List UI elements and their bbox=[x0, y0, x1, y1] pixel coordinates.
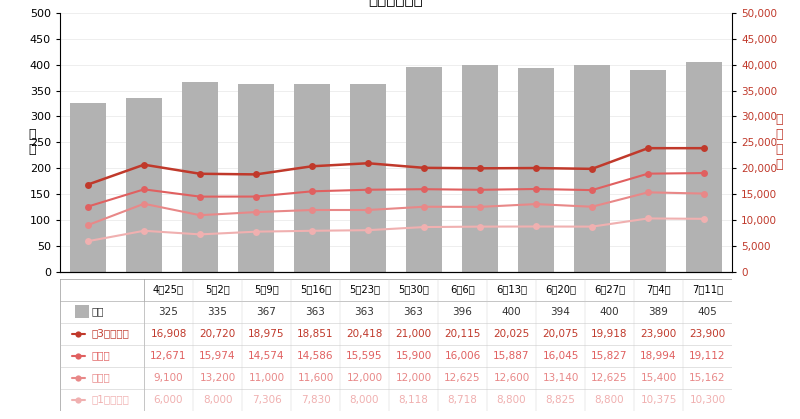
Y-axis label: 件
数: 件 数 bbox=[28, 129, 35, 156]
Text: 15,974: 15,974 bbox=[199, 351, 236, 361]
Text: 15,595: 15,595 bbox=[346, 351, 382, 361]
Text: 8,118: 8,118 bbox=[398, 395, 429, 405]
Text: 23,900: 23,900 bbox=[690, 328, 726, 339]
Text: 15,827: 15,827 bbox=[591, 351, 628, 361]
Bar bbox=[630, 70, 666, 272]
Text: 367: 367 bbox=[257, 307, 277, 317]
Text: 4月25日: 4月25日 bbox=[153, 285, 184, 295]
Text: 14,586: 14,586 bbox=[298, 351, 334, 361]
Bar bbox=[406, 67, 442, 272]
Bar bbox=[182, 82, 218, 272]
Bar bbox=[238, 84, 274, 272]
Text: 平均値: 平均値 bbox=[92, 351, 110, 361]
Text: 16,908: 16,908 bbox=[150, 328, 186, 339]
Text: 8,718: 8,718 bbox=[447, 395, 478, 405]
Text: 5月30日: 5月30日 bbox=[398, 285, 429, 295]
Text: 23,900: 23,900 bbox=[640, 328, 677, 339]
Text: 11,600: 11,600 bbox=[298, 372, 334, 383]
Text: 400: 400 bbox=[502, 307, 522, 317]
Bar bbox=[294, 84, 330, 272]
Text: 335: 335 bbox=[207, 307, 227, 317]
Text: 8,800: 8,800 bbox=[497, 395, 526, 405]
Text: 8,825: 8,825 bbox=[546, 395, 575, 405]
Text: 12,000: 12,000 bbox=[395, 372, 431, 383]
Bar bbox=[126, 98, 162, 272]
Text: 7月11日: 7月11日 bbox=[692, 285, 723, 295]
Text: 5月23日: 5月23日 bbox=[349, 285, 380, 295]
Bar bbox=[350, 84, 386, 272]
Text: 20,025: 20,025 bbox=[494, 328, 530, 339]
Text: 325: 325 bbox=[158, 307, 178, 317]
Text: 8,000: 8,000 bbox=[202, 395, 232, 405]
Title: スタンダード: スタンダード bbox=[369, 0, 423, 7]
Text: 10,375: 10,375 bbox=[640, 395, 677, 405]
Text: 12,625: 12,625 bbox=[444, 372, 481, 383]
Text: 400: 400 bbox=[600, 307, 619, 317]
Text: 20,075: 20,075 bbox=[542, 328, 578, 339]
Text: 16,006: 16,006 bbox=[444, 351, 481, 361]
Text: 13,140: 13,140 bbox=[542, 372, 578, 383]
Text: 9,100: 9,100 bbox=[154, 372, 183, 383]
Text: 7,830: 7,830 bbox=[301, 395, 330, 405]
Text: 394: 394 bbox=[550, 307, 570, 317]
Text: 363: 363 bbox=[403, 307, 423, 317]
Text: 件数: 件数 bbox=[92, 307, 105, 317]
Text: 20,115: 20,115 bbox=[444, 328, 481, 339]
Text: 15,900: 15,900 bbox=[395, 351, 432, 361]
Text: 363: 363 bbox=[354, 307, 374, 317]
Text: 7,306: 7,306 bbox=[252, 395, 282, 405]
Bar bbox=[574, 65, 610, 272]
Text: 第3四分位値: 第3四分位値 bbox=[92, 328, 130, 339]
Text: 7月4日: 7月4日 bbox=[646, 285, 671, 295]
Text: 20,418: 20,418 bbox=[346, 328, 382, 339]
Text: 15,162: 15,162 bbox=[690, 372, 726, 383]
Text: 10,300: 10,300 bbox=[690, 395, 726, 405]
Text: 6月13日: 6月13日 bbox=[496, 285, 527, 295]
Text: 405: 405 bbox=[698, 307, 718, 317]
Text: 363: 363 bbox=[306, 307, 326, 317]
Text: 5月2日: 5月2日 bbox=[205, 285, 230, 295]
Text: 15,400: 15,400 bbox=[640, 372, 677, 383]
Text: 12,000: 12,000 bbox=[346, 372, 382, 383]
Text: 16,045: 16,045 bbox=[542, 351, 578, 361]
Text: 11,000: 11,000 bbox=[249, 372, 285, 383]
Text: 6月20日: 6月20日 bbox=[545, 285, 576, 295]
Text: 18,975: 18,975 bbox=[248, 328, 285, 339]
Text: 14,574: 14,574 bbox=[248, 351, 285, 361]
Text: 18,851: 18,851 bbox=[298, 328, 334, 339]
Bar bbox=[70, 103, 106, 272]
Text: 19,918: 19,918 bbox=[591, 328, 628, 339]
Text: 5月9日: 5月9日 bbox=[254, 285, 279, 295]
Text: 12,671: 12,671 bbox=[150, 351, 186, 361]
Text: 18,994: 18,994 bbox=[640, 351, 677, 361]
Bar bbox=[686, 62, 722, 272]
Text: 中央値: 中央値 bbox=[92, 372, 110, 383]
Text: 12,625: 12,625 bbox=[591, 372, 628, 383]
Bar bbox=[75, 305, 89, 318]
Text: 21,000: 21,000 bbox=[395, 328, 431, 339]
Text: 13,200: 13,200 bbox=[199, 372, 236, 383]
Text: 8,000: 8,000 bbox=[350, 395, 379, 405]
Text: 5月16日: 5月16日 bbox=[300, 285, 331, 295]
Text: 20,720: 20,720 bbox=[199, 328, 236, 339]
Text: 15,887: 15,887 bbox=[494, 351, 530, 361]
Text: 19,112: 19,112 bbox=[690, 351, 726, 361]
Y-axis label: 販
売
価
格: 販 売 価 格 bbox=[775, 114, 782, 171]
Text: 8,800: 8,800 bbox=[594, 395, 624, 405]
Text: 6月6日: 6月6日 bbox=[450, 285, 475, 295]
Text: 6,000: 6,000 bbox=[154, 395, 183, 405]
Text: 12,600: 12,600 bbox=[494, 372, 530, 383]
Text: 396: 396 bbox=[453, 307, 473, 317]
Text: 第1四分位値: 第1四分位値 bbox=[92, 395, 130, 405]
Text: 389: 389 bbox=[649, 307, 669, 317]
Bar bbox=[518, 67, 554, 272]
Text: 6月27日: 6月27日 bbox=[594, 285, 625, 295]
Bar bbox=[462, 65, 498, 272]
